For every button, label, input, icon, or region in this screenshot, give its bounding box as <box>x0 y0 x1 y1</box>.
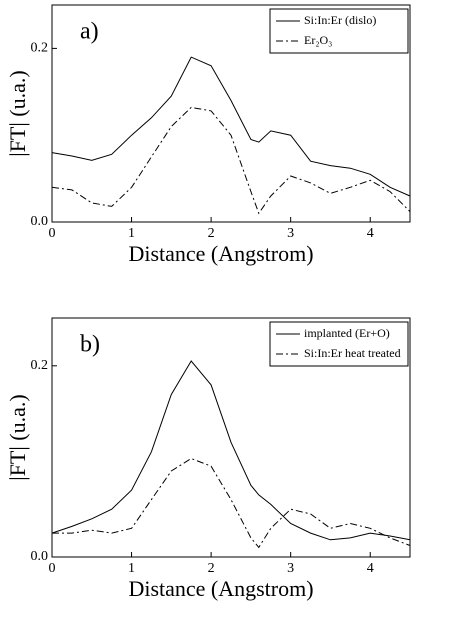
x-tick-label: 4 <box>367 561 374 576</box>
legend-box <box>269 321 409 367</box>
x-tick-label: 1 <box>128 561 135 576</box>
y-tick-label: 0.2 <box>31 41 49 56</box>
x-tick-label: 1 <box>128 226 135 241</box>
legend-box <box>269 8 409 54</box>
data-line <box>52 457 411 549</box>
legend-label: Si:In:Er (dislo) <box>304 13 376 27</box>
data-line <box>51 106 411 215</box>
data-line <box>51 360 411 541</box>
panel-label: a) <box>80 19 99 45</box>
legend-label: Si:In:Er heat treated <box>304 346 401 360</box>
x-tick-label: 0 <box>49 561 56 576</box>
y-axis-label: |FT| (u.a.) <box>5 70 30 156</box>
x-axis-label: Distance (Angstrom) <box>128 241 313 266</box>
x-tick-label: 2 <box>208 561 215 576</box>
x-tick-label: 2 <box>208 226 215 241</box>
y-tick-label: 0.0 <box>31 549 49 564</box>
x-axis-label: Distance (Angstrom) <box>128 576 313 601</box>
x-tick-label: 4 <box>367 226 374 241</box>
x-tick-label: 3 <box>287 226 294 241</box>
plot-frame <box>51 317 411 558</box>
legend-label: implanted (Er+O) <box>304 326 390 340</box>
x-tick-label: 3 <box>287 561 294 576</box>
y-tick-label: 0.2 <box>31 358 49 373</box>
plot-frame <box>51 4 411 223</box>
y-tick-label: 0.0 <box>31 214 49 229</box>
legend-label: Er₂O₃ <box>304 33 332 47</box>
data-line <box>51 56 411 197</box>
x-tick-label: 0 <box>49 226 56 241</box>
panel-label: b) <box>80 332 100 358</box>
y-axis-label: |FT| (u.a.) <box>5 394 30 480</box>
